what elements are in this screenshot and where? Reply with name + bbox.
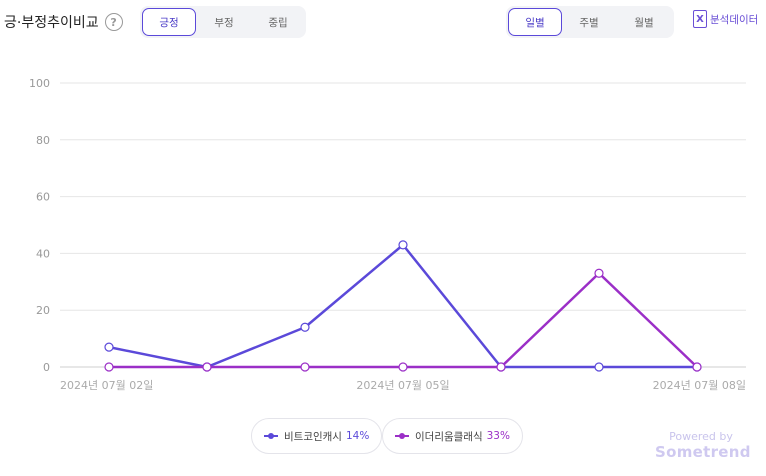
y-tick-label-100: 100: [29, 77, 50, 90]
y-tick-label-60: 60: [36, 191, 50, 204]
y-tick-label-40: 40: [36, 247, 50, 260]
tab-negative[interactable]: 부정: [214, 16, 234, 29]
legend-label-2: 이더리움클래식: [415, 430, 483, 443]
chart-title-area: 긍·부정추이비교 ?: [4, 12, 123, 32]
sentiment-tabs: 긍정 부정 중립: [140, 6, 306, 38]
data-point-s2-1: [202, 362, 212, 372]
legend-item-series-1[interactable]: 비트코인캐시 14%: [251, 418, 383, 454]
data-point-s2-3: [398, 362, 408, 372]
excel-icon: X: [693, 10, 707, 28]
data-point-s1-3: [398, 240, 408, 250]
data-point-s2-6: [692, 362, 702, 372]
x-tick-label-0: 2024년 07월 02일: [60, 378, 153, 392]
data-point-s1-2: [300, 322, 310, 332]
page-title: 긍·부정추이비교: [4, 15, 99, 31]
legend-label-1: 비트코인캐시: [284, 430, 342, 443]
data-point-s2-4: [496, 362, 506, 372]
tab-neutral[interactable]: 중립: [268, 16, 288, 29]
series-line-2: [109, 272, 698, 369]
data-point-s2-2: [300, 362, 310, 372]
export-data-button[interactable]: X 분석데이터: [693, 10, 758, 28]
y-tick-label-80: 80: [36, 134, 50, 147]
tab-positive[interactable]: 긍정: [142, 8, 196, 36]
y-tick-label-20: 20: [36, 304, 50, 317]
export-label: 분석데이터: [710, 13, 759, 26]
help-icon[interactable]: ?: [104, 13, 123, 31]
period-tabs: 일별 주별 월별: [506, 6, 674, 38]
data-point-s1-5: [594, 362, 604, 372]
data-point-s1-0: [104, 342, 114, 352]
brand-logo: Sometrend: [655, 443, 751, 461]
data-point-s2-0: [104, 362, 114, 372]
legend-swatch-2: [395, 433, 409, 439]
x-tick-label-1: 2024년 07월 05일: [356, 378, 449, 392]
x-tick-label-2: 2024년 07월 08일: [653, 378, 746, 392]
data-point-s2-5: [594, 268, 604, 278]
powered-by: Powered by Sometrend: [655, 430, 751, 461]
legend-item-series-2[interactable]: 이더리움클래식 33%: [382, 418, 523, 454]
legend-percent-1: 14%: [345, 430, 370, 442]
legend-percent-2: 33%: [486, 430, 510, 442]
tab-monthly[interactable]: 월별: [634, 16, 654, 29]
legend-swatch-1: [264, 433, 278, 439]
series-line-1: [108, 243, 697, 369]
tab-weekly[interactable]: 주별: [579, 16, 599, 29]
powered-by-text: Powered by: [669, 430, 733, 443]
y-tick-label-0: 0: [43, 361, 50, 374]
tab-daily[interactable]: 일별: [508, 8, 562, 36]
